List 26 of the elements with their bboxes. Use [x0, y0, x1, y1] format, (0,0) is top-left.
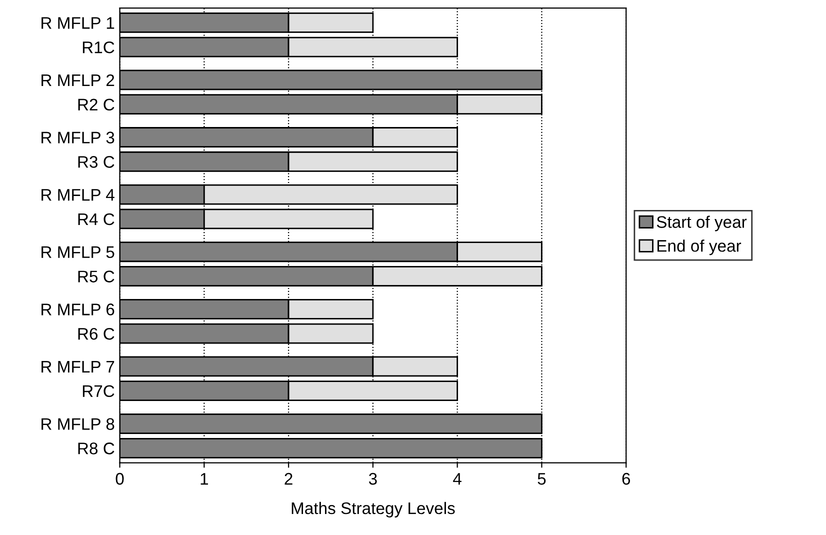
y-tick-label: R MFLP 6 [42, 304, 114, 316]
x-tick-label: 6 [622, 472, 630, 485]
y-tick-label: R2 C [78, 98, 114, 111]
y-tick-label: R5 C [78, 270, 114, 282]
x-axis-title: Maths Strategy Levels [292, 502, 455, 518]
y-tick-label: R1C [82, 41, 114, 54]
y-tick-label: R MFLP 7 [42, 361, 114, 372]
y-tick-label: R6 C [78, 328, 114, 340]
x-tick-label: 0 [116, 472, 124, 485]
y-tick-label: R MFLP 5 [42, 246, 114, 258]
y-tick-label: R MFLP 8 [42, 418, 114, 430]
legend-label: End of year [657, 240, 742, 256]
y-tick-label: R4 C [78, 213, 114, 226]
legend-label: Start of year [656, 216, 747, 232]
y-tick-label: R MFLP 1 [42, 17, 114, 29]
x-tick-label: 4 [453, 473, 462, 485]
x-tick-label: 3 [368, 472, 377, 485]
y-tick-label: R7C [82, 385, 114, 398]
x-tick-label: 1 [200, 473, 208, 485]
x-tick-label: 2 [284, 472, 292, 485]
y-tick-label: R MFLP 2 [42, 74, 114, 86]
y-tick-label: R3 C [78, 156, 114, 168]
y-tick-label: R MFLP 4 [42, 189, 114, 201]
x-tick-label: 5 [538, 473, 546, 485]
y-tick-label: R8 C [78, 442, 114, 454]
y-tick-label: R MFLP 3 [42, 132, 114, 144]
